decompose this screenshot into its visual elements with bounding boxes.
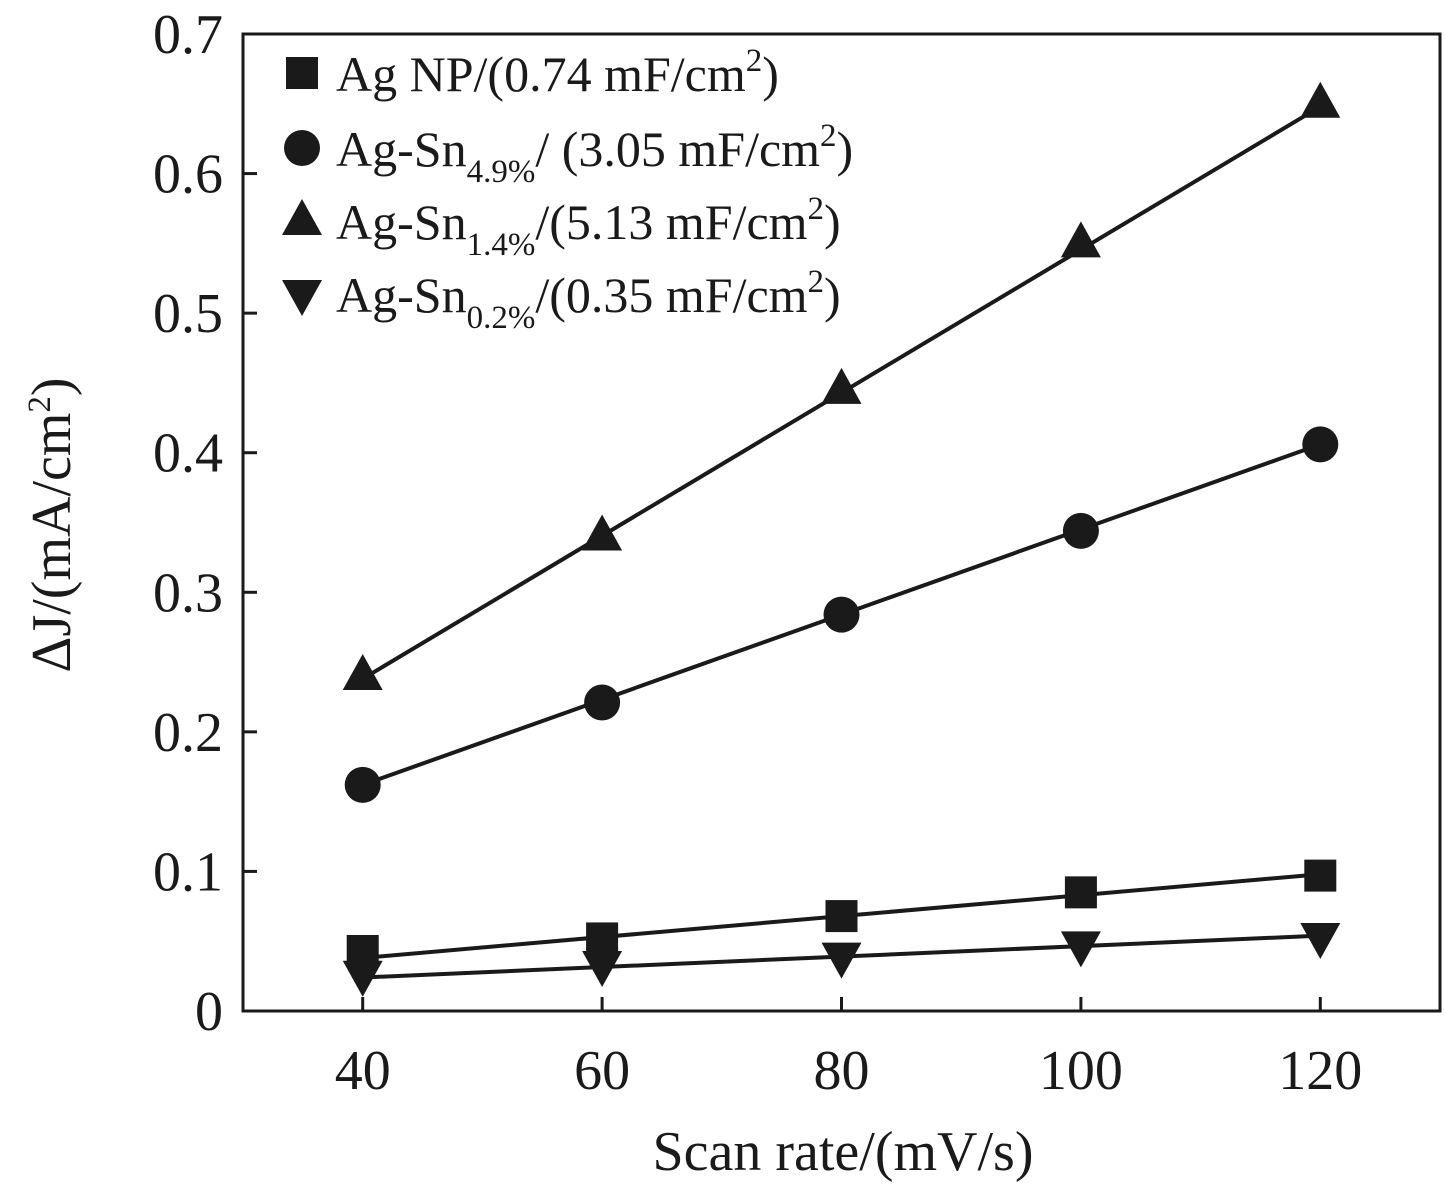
data-point bbox=[1300, 81, 1341, 118]
x-axis-title: Scan rate/(mV/s) bbox=[653, 1121, 1034, 1183]
y-tick-label: 0 bbox=[195, 981, 223, 1043]
x-tick-label: 120 bbox=[1278, 1040, 1362, 1102]
legend-label: Ag-Sn4.9%/ (3.05 mF/cm2) bbox=[336, 118, 853, 190]
legend-label-part: /(5.13 mF/cm bbox=[535, 194, 807, 250]
legend-label-part: Ag-Sn bbox=[336, 267, 467, 323]
legend: Ag NP/(0.74 mF/cm2)Ag-Sn4.9%/ (3.05 mF/c… bbox=[282, 43, 853, 336]
legend-label: Ag NP/(0.74 mF/cm2) bbox=[336, 43, 779, 102]
legend-marker bbox=[286, 57, 318, 89]
y-tick-label: 0.4 bbox=[153, 423, 223, 485]
legend-label-part: ) bbox=[762, 46, 779, 102]
axes: 0 0.1 0.2 0.3 0.4 0.5 0.6 0.7 40 60 80 100 120 bbox=[153, 4, 1442, 1102]
legend-label-part: 1.4% bbox=[467, 227, 536, 263]
legend-item: Ag NP/(0.74 mF/cm2) bbox=[286, 43, 779, 102]
legend-label-part: 2 bbox=[808, 264, 825, 300]
legend-label: Ag-Sn1.4%/(5.13 mF/cm2) bbox=[336, 191, 841, 263]
data-point bbox=[582, 950, 623, 987]
legend-marker bbox=[282, 199, 322, 235]
legend-label-part: Ag-Sn bbox=[336, 121, 467, 177]
x-tick-label: 100 bbox=[1039, 1040, 1123, 1102]
series-triangle-up bbox=[342, 81, 1341, 691]
legend-label-part: /(0.35 mF/cm bbox=[535, 267, 807, 323]
data-point bbox=[586, 922, 619, 955]
y-tick-label: 0.7 bbox=[153, 4, 223, 66]
y-axis-title-main: ΔJ/(mA/cm bbox=[21, 413, 83, 673]
legend-label-part: 0.2% bbox=[467, 300, 536, 336]
data-point bbox=[584, 684, 621, 721]
data-point bbox=[1064, 876, 1097, 909]
legend-label-part: 2 bbox=[746, 43, 763, 79]
legend-item: Ag-Sn1.4%/(5.13 mF/cm2) bbox=[282, 191, 841, 263]
x-tick-label: 60 bbox=[574, 1040, 630, 1102]
legend-label-part: ) bbox=[824, 194, 841, 250]
y-tick-label: 0.3 bbox=[153, 562, 223, 624]
legend-label-part: Ag-Sn bbox=[336, 194, 467, 250]
data-point bbox=[821, 367, 862, 404]
data-point bbox=[823, 596, 860, 633]
series-triangle-down bbox=[342, 923, 1341, 997]
data-point bbox=[582, 514, 623, 551]
data-point bbox=[1060, 931, 1101, 968]
legend-marker bbox=[284, 130, 320, 166]
y-tick-label: 0.5 bbox=[153, 283, 223, 345]
data-point bbox=[1060, 221, 1101, 258]
y-tick-label: 0.6 bbox=[153, 144, 223, 206]
data-point bbox=[344, 766, 381, 803]
data-point bbox=[342, 960, 383, 997]
plot-area bbox=[342, 81, 1341, 997]
data-point bbox=[342, 654, 383, 691]
y-axis-title: ΔJ/(mA/cm2) bbox=[21, 377, 83, 672]
legend-label-part: Ag NP/(0.74 mF/cm bbox=[336, 46, 746, 102]
legend-label-part: ) bbox=[824, 267, 841, 323]
y-tick-label: 0.2 bbox=[153, 702, 223, 764]
legend-label-part: 2 bbox=[808, 191, 825, 227]
legend-marker bbox=[282, 280, 322, 316]
y-tick-label: 0.1 bbox=[153, 841, 223, 903]
y-axis-title-sup: 2 bbox=[22, 396, 58, 413]
data-point bbox=[825, 900, 858, 933]
legend-item: Ag-Sn4.9%/ (3.05 mF/cm2) bbox=[284, 118, 853, 190]
legend-label-part: 4.9% bbox=[467, 154, 536, 190]
plot-frame bbox=[241, 32, 1442, 1013]
data-point bbox=[1302, 426, 1339, 463]
legend-label-part: 2 bbox=[820, 118, 837, 154]
legend-item: Ag-Sn0.2%/(0.35 mF/cm2) bbox=[282, 264, 841, 336]
data-point bbox=[821, 942, 862, 979]
legend-label-part: ) bbox=[837, 121, 854, 177]
legend-label: Ag-Sn0.2%/(0.35 mF/cm2) bbox=[336, 264, 841, 336]
data-point bbox=[1062, 512, 1099, 549]
x-tick-label: 80 bbox=[814, 1040, 870, 1102]
data-point bbox=[1304, 859, 1337, 892]
y-axis-title-close: ) bbox=[21, 377, 83, 396]
legend-label-part: / (3.05 mF/cm bbox=[535, 121, 820, 177]
x-tick-label: 40 bbox=[335, 1040, 391, 1102]
data-point bbox=[1300, 923, 1341, 960]
series-circle bbox=[344, 426, 1339, 803]
